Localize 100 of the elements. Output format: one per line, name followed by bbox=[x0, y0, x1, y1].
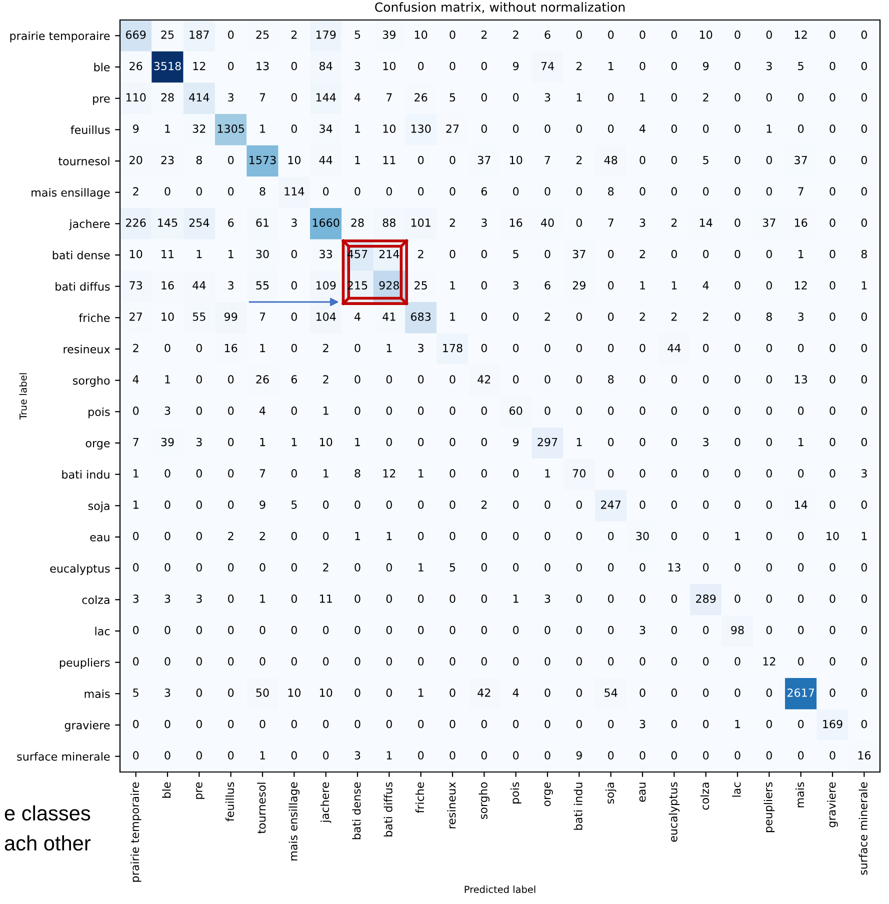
data-label: 289 bbox=[696, 594, 716, 603]
data-label: 1 bbox=[450, 281, 456, 290]
data-label: 0 bbox=[766, 626, 772, 634]
data-label: 109 bbox=[316, 281, 336, 290]
data-label: 27 bbox=[130, 312, 142, 321]
data-label: 0 bbox=[766, 375, 772, 384]
data-label: 0 bbox=[291, 124, 297, 133]
data-label: 0 bbox=[291, 250, 297, 258]
x-tick-label: pre bbox=[196, 782, 205, 799]
data-label: 0 bbox=[734, 312, 740, 321]
data-label: 0 bbox=[228, 594, 234, 603]
data-label: 0 bbox=[671, 250, 677, 258]
data-label: 4 bbox=[512, 688, 519, 697]
data-label: 13 bbox=[256, 62, 269, 70]
data-label: 0 bbox=[608, 93, 614, 102]
data-label: 0 bbox=[576, 218, 582, 227]
data-label: 0 bbox=[861, 375, 867, 384]
data-label: 214 bbox=[379, 250, 400, 258]
data-label: 0 bbox=[608, 532, 614, 540]
data-label: 2 bbox=[260, 532, 265, 540]
data-label: 3 bbox=[544, 594, 550, 603]
data-label: 28 bbox=[161, 93, 174, 102]
data-label: 0 bbox=[703, 406, 709, 415]
data-label: 0 bbox=[450, 594, 456, 603]
y-tick-label: pre bbox=[93, 96, 110, 105]
data-label: 0 bbox=[608, 469, 614, 478]
data-label: 0 bbox=[766, 281, 772, 290]
data-label: 0 bbox=[766, 688, 772, 697]
data-label: 0 bbox=[196, 751, 202, 760]
x-tick-label: eau bbox=[639, 782, 646, 802]
data-label: 0 bbox=[354, 344, 360, 352]
data-label: 0 bbox=[450, 375, 456, 384]
data-label: 3 bbox=[228, 93, 234, 102]
data-label: 0 bbox=[861, 657, 867, 666]
data-label: 0 bbox=[734, 93, 740, 102]
data-label: 0 bbox=[734, 500, 740, 509]
data-label: 1 bbox=[355, 156, 360, 164]
data-label: 0 bbox=[703, 532, 709, 540]
data-label: 0 bbox=[418, 406, 424, 415]
x-tick-label: resineux bbox=[447, 782, 456, 828]
data-label: 0 bbox=[830, 93, 836, 102]
data-label: 10 bbox=[510, 156, 522, 164]
data-label: 0 bbox=[861, 187, 867, 196]
data-label: 0 bbox=[861, 62, 867, 70]
data-label: 0 bbox=[640, 657, 646, 666]
data-label: 2 bbox=[640, 250, 645, 258]
data-label: 0 bbox=[164, 751, 170, 760]
data-label: 23 bbox=[161, 156, 174, 164]
data-label: 0 bbox=[196, 532, 202, 540]
data-label: 0 bbox=[608, 312, 614, 321]
data-label: 0 bbox=[766, 438, 772, 446]
data-label: 0 bbox=[164, 563, 170, 572]
data-label: 0 bbox=[196, 657, 202, 666]
data-label: 0 bbox=[386, 500, 392, 509]
data-label: 1 bbox=[576, 93, 582, 102]
data-label: 0 bbox=[418, 751, 424, 760]
data-label: 4 bbox=[354, 93, 360, 102]
data-label: 14 bbox=[794, 500, 808, 509]
x-tick-label: peupliers bbox=[764, 782, 775, 832]
x-tick-label: eucalyptus bbox=[668, 782, 680, 842]
data-label: 178 bbox=[443, 344, 462, 352]
data-label: 0 bbox=[608, 751, 614, 760]
data-label: 0 bbox=[418, 62, 424, 70]
data-label: 3 bbox=[766, 62, 772, 70]
data-label: 4 bbox=[260, 406, 266, 415]
data-label: 0 bbox=[608, 657, 614, 666]
data-label: 10 bbox=[288, 156, 300, 164]
y-tick-label: graviere bbox=[64, 720, 110, 732]
data-label: 0 bbox=[513, 720, 519, 728]
data-label: 10 bbox=[288, 688, 300, 697]
data-label: 0 bbox=[418, 438, 424, 446]
data-label: 5 bbox=[133, 688, 138, 697]
y-tick-label: jachere bbox=[69, 219, 110, 230]
data-label: 0 bbox=[703, 626, 709, 634]
data-label: 8 bbox=[196, 156, 202, 164]
data-label: 0 bbox=[228, 406, 234, 415]
data-label: 0 bbox=[734, 469, 740, 478]
data-label: 0 bbox=[766, 532, 772, 540]
x-tick-label: ble bbox=[162, 782, 171, 798]
data-label: 1 bbox=[545, 469, 550, 478]
data-label: 0 bbox=[734, 406, 740, 415]
data-label: 4 bbox=[640, 124, 646, 133]
x-tick-label: orge bbox=[544, 782, 553, 806]
data-label: 2 bbox=[576, 62, 582, 70]
data-label: 0 bbox=[323, 187, 329, 196]
data-label: 0 bbox=[544, 751, 550, 760]
data-label: 3 bbox=[196, 594, 202, 603]
data-label: 0 bbox=[450, 469, 456, 478]
data-label: 0 bbox=[386, 657, 392, 666]
data-label: 0 bbox=[640, 594, 646, 603]
data-label: 8 bbox=[260, 187, 266, 196]
data-label: 0 bbox=[798, 751, 804, 760]
data-label: 0 bbox=[576, 594, 582, 603]
data-label: 0 bbox=[576, 563, 582, 572]
data-label: 0 bbox=[450, 626, 456, 634]
data-label: 0 bbox=[734, 375, 740, 384]
data-label: 0 bbox=[228, 563, 234, 572]
data-label: 0 bbox=[671, 532, 677, 540]
data-label: 0 bbox=[481, 751, 487, 760]
data-label: 25 bbox=[161, 30, 174, 39]
